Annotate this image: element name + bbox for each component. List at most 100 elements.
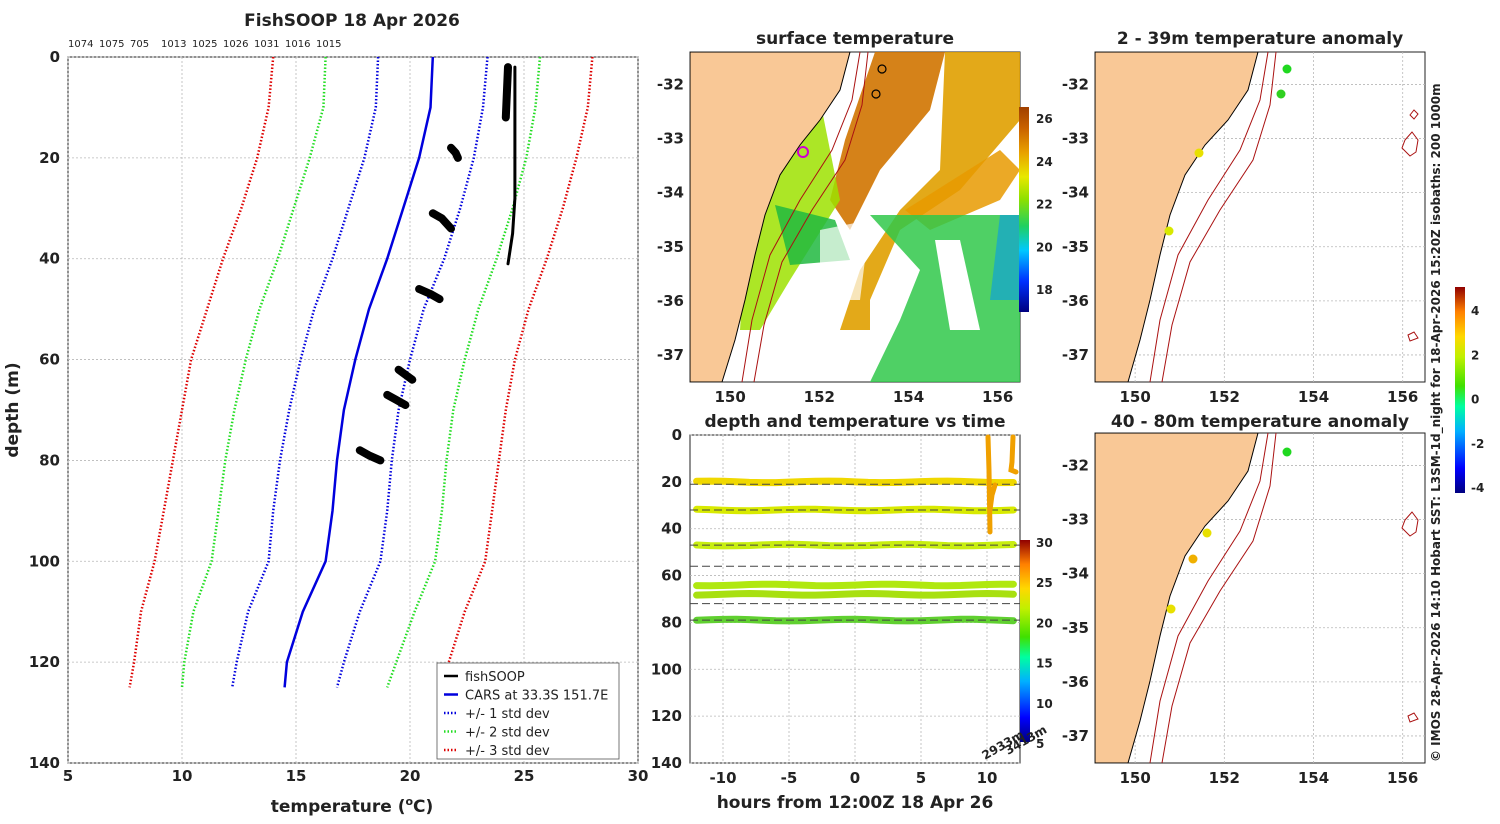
x-tick-label: 15 [286,767,307,785]
lat-tick-label: -34 [1062,565,1089,583]
colorbar-tick-label: 22 [1036,198,1053,212]
anomaly-deep-ticks: 150 152 154 156 -32 -33 -34 -35 -36 -37 [1062,456,1418,787]
y-tick-label: 0 [672,426,682,444]
fishsoop-segment [428,209,455,233]
lat-tick-label: -37 [1062,727,1089,745]
legend-label: +/- 1 std dev [465,707,550,722]
isobath-200 [1149,433,1269,763]
x-tick-label: -10 [709,769,736,787]
float-marker [877,64,887,74]
lat-tick-label: -36 [1062,292,1089,310]
anomaly-marker [1282,447,1292,457]
lat-tick-label: -34 [657,184,684,202]
series-line [335,56,489,688]
descent-trace [985,434,1019,535]
colorbar-tick-label: -2 [1471,437,1484,451]
profile-xlabel: temperature (oC) [271,795,434,817]
anomaly-marker [1282,64,1292,74]
lat-tick-label: -33 [657,130,684,148]
float-id-label: 1026 [223,39,248,50]
credit-text: © IMOS 28-Apr-2026 14:10 Hobart SST: L3S… [1429,83,1444,762]
colorbar-tick-label: 4 [1471,304,1479,318]
lat-tick-label: -36 [1062,673,1089,691]
x-tick-label: -5 [781,769,798,787]
float-ids: 1074 1075 705 1013 1025 1026 1031 1016 1015 [68,39,341,50]
colorbar-tick-label: -4 [1471,481,1484,495]
colorbar-tick-label: 0 [1471,393,1479,407]
fishsoop-segment [394,365,417,384]
series-line [128,56,275,688]
profile-ticks: 5 10 15 20 25 30 0 20 40 60 80 100 120 140 [29,48,649,785]
sst-eac-core [830,52,945,230]
float-marker [871,89,881,99]
fishsoop-segment [415,285,444,304]
x-tick-label: 10 [977,769,998,787]
lon-tick-label: 150 [1119,769,1150,787]
legend-label: +/- 2 std dev [465,726,550,741]
colorbar-tick-label: 24 [1036,155,1053,169]
series-line [180,56,327,688]
profile-grid [67,56,639,764]
y-tick-label: 100 [29,552,60,570]
isobath-1000 [753,52,869,382]
anomaly-shallow-map [1095,52,1419,382]
legend-label: +/- 3 std dev [465,744,550,759]
profile-title: FishSOOP 18 Apr 2026 [244,11,460,31]
colorbar-tick-label: 5 [1036,737,1044,751]
sst-cloud-gap [935,240,980,330]
lat-tick-label: -37 [657,346,684,364]
fishsoop-segment [447,143,462,162]
x-tick-label: 5 [63,767,73,785]
lat-tick-label: -34 [1062,184,1089,202]
lon-tick-label: 152 [804,388,835,406]
series-line [440,56,594,688]
lon-tick-label: 150 [1119,388,1150,406]
lat-tick-label: -36 [657,292,684,310]
y-tick-label: 140 [29,754,60,772]
lon-tick-label: 156 [1387,388,1418,406]
x-tick-label: 5 [916,769,926,787]
y-tick-label: 140 [651,754,682,772]
float-id-label: 1016 [285,39,310,50]
anomaly-marker [1188,554,1198,564]
time-colorbar-ticks: 30 25 20 15 10 5 [1036,536,1053,751]
sst-colorbar-ticks: 26 24 22 20 18 [1036,112,1053,297]
sst-eddy-patch [905,150,1020,230]
lon-tick-label: 154 [1298,388,1329,406]
sst-title: surface temperature [756,29,954,49]
time-title: depth and temperature vs time [705,412,1006,432]
colorbar-tick-label: 15 [1036,657,1053,671]
y-tick-label: 40 [661,520,682,538]
y-tick-label: 40 [39,250,60,268]
y-tick-label: 0 [50,48,60,66]
anomaly-marker [1194,148,1204,158]
colorbar-tick-label: 20 [1036,616,1053,630]
sst-cold-patch [990,215,1020,300]
float-id-label: 1013 [161,39,186,50]
lon-tick-label: 156 [1387,769,1418,787]
colorbar-tick-label: 18 [1036,283,1053,297]
lon-tick-label: 154 [1298,769,1329,787]
lat-tick-label: -35 [1062,619,1089,637]
time-colorbar [1020,540,1030,742]
lat-tick-label: -32 [1062,75,1089,93]
profile-panel: FishSOOP 18 Apr 2026 1074 1075 705 1013 1025… [3,11,648,817]
lat-tick-label: -32 [1062,456,1089,474]
anomaly-shallow-ticks: 150 152 154 156 -32 -33 -34 -35 -36 -37 [1062,75,1418,406]
series-line [230,56,380,688]
profile-lines [128,56,594,688]
colorbar-tick-label: 30 [1036,536,1053,550]
y-tick-label: 60 [661,567,682,585]
depth-band [693,589,1017,599]
land [1095,52,1259,382]
anomaly-shallow-title: 2 - 39m temperature anomaly [1117,29,1403,49]
time-panel: depth and temperature vs time -10 -5 0 5 100… [651,412,1053,813]
profile-legend: fishSOOP CARS at 33.3S 151.7E +/- 1 std de… [436,662,620,760]
colorbar-tick-label: 2 [1471,348,1479,362]
colorbar-tick-label: 25 [1036,576,1053,590]
profile-axes [67,56,639,764]
colorbar-tick-label: 26 [1036,112,1053,126]
isobath-200 [1149,52,1269,382]
y-tick-label: 100 [651,660,682,678]
sst-ticks: 150 152 154 156 -32 -33 -34 -35 -36 -37 [657,75,1013,406]
